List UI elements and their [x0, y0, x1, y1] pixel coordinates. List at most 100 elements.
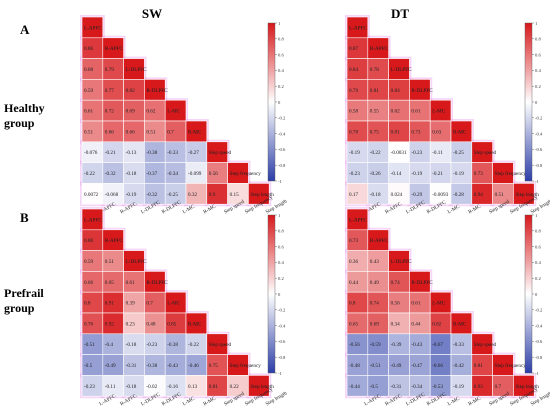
- cell-value: 0.7: [495, 384, 502, 390]
- colorbar-tick-label: 0.4: [278, 260, 284, 265]
- cell-value: -0.18: [126, 171, 137, 177]
- row-label: L-MC: [167, 301, 181, 307]
- column-label: L-MC: [182, 395, 197, 407]
- cell-value: 0.59: [84, 259, 93, 265]
- cell-value: -0.38: [146, 150, 157, 156]
- column-label: L-MC: [447, 395, 462, 407]
- cell-value: -0.43: [411, 342, 422, 348]
- row-label: L-DLPFC: [391, 259, 413, 265]
- colorbar-tick-label: -0.8: [535, 355, 543, 360]
- cell-value: -0.16: [167, 384, 178, 390]
- row-label: Step frequency: [495, 170, 527, 177]
- cell-value: 0.84: [391, 88, 400, 94]
- cell-value: 0.63: [432, 129, 441, 135]
- cell-value: -0.22: [370, 150, 381, 156]
- row-letter-b: B: [20, 210, 29, 225]
- colorbar-tick-label: -1: [278, 179, 283, 184]
- cell-value: -0.31: [126, 363, 137, 369]
- cell-value: -0.38: [167, 342, 178, 348]
- colorbar-tick-label: -0.2: [535, 308, 543, 313]
- row-label: R-MC: [188, 321, 202, 327]
- colorbar-tick-label: 0: [535, 100, 538, 105]
- cell-value: 0.79: [349, 88, 358, 94]
- cell-value: -0.23: [146, 342, 157, 348]
- colorbar-tick-label: -0.8: [278, 163, 286, 168]
- cell-value: 0.36: [349, 259, 358, 265]
- colorbar-tick-label: 0.4: [278, 68, 284, 73]
- colorbar-tick-label: 0: [278, 292, 281, 297]
- cell-value: 0.81: [391, 129, 400, 135]
- colorbar-tick-label: -0.6: [278, 339, 286, 344]
- row-label: Step frequency: [495, 362, 527, 369]
- cell-value: 0.75: [370, 129, 379, 135]
- cell-value: 0.8: [349, 301, 356, 307]
- cell-value: 0.78: [349, 129, 358, 135]
- colorbar-tick-label: 1: [535, 21, 538, 26]
- cell-value: -0.34: [167, 171, 178, 177]
- colorbar-tick-label: 0.6: [278, 52, 284, 57]
- cell-value: -0.19: [349, 150, 360, 156]
- cell-value: -0.33: [167, 150, 178, 156]
- cell-value: 0.62: [391, 109, 400, 115]
- cell-value: 0.92: [105, 321, 114, 327]
- cell-value: 0.61: [126, 280, 135, 286]
- cell-value: 0.7: [146, 301, 153, 307]
- cell-value: 0.72: [105, 109, 114, 115]
- row-label: R-APFC: [105, 46, 124, 52]
- cell-value: -0.56: [349, 342, 360, 348]
- heatmap-cell: [513, 375, 535, 397]
- cell-value: 0.73: [411, 129, 420, 135]
- cell-value: -0.44: [349, 384, 360, 390]
- row-label: Step speed: [474, 342, 497, 348]
- cell-value: 0.44: [349, 280, 358, 286]
- cell-value: -0.59: [370, 342, 381, 348]
- cell-value: 0.39: [126, 301, 135, 307]
- cell-value: -0.43: [167, 363, 178, 369]
- column-label: L-MC: [447, 203, 462, 215]
- cell-value: -0.13: [126, 150, 137, 156]
- cell-value: -0.28: [453, 192, 464, 198]
- cell-value: 0.65: [349, 321, 358, 327]
- cell-value: -0.67: [432, 342, 443, 348]
- colorbar-tick-label: 0.6: [278, 244, 284, 249]
- colorbar: [524, 22, 533, 182]
- row-label: Step length: [250, 192, 274, 198]
- cell-value: 0.48: [146, 321, 155, 327]
- colorbar: [267, 22, 276, 182]
- heatmap-cell: [248, 183, 270, 205]
- row-label: L-APFC: [84, 25, 102, 31]
- cell-value: -0.39: [391, 342, 402, 348]
- colorbar-tick-label: 0: [535, 292, 538, 297]
- row-group-label-b-line1: Prefrail: [4, 286, 44, 300]
- cell-value: 0.81: [209, 384, 218, 390]
- colorbar-tick-label: -0.4: [535, 131, 543, 136]
- cell-value: 0.61: [411, 109, 420, 115]
- row-label: Step frequency: [230, 362, 262, 369]
- cell-value: 0.79: [105, 67, 114, 73]
- row-label: L-APFC: [349, 217, 367, 223]
- cell-value: 0.81: [474, 363, 483, 369]
- row-label: Step speed: [209, 150, 232, 156]
- row-label: Step length: [515, 384, 539, 390]
- cell-value: 0.91: [105, 301, 114, 307]
- cell-value: -0.18: [126, 342, 137, 348]
- cell-value: 0.17: [349, 192, 358, 198]
- cell-value: 0.69: [126, 109, 135, 115]
- cell-value: 0.51: [495, 192, 504, 198]
- cell-value: -0.19: [453, 171, 464, 177]
- cell-value: -0.22: [84, 171, 95, 177]
- row-label: R-DLPFC: [411, 280, 433, 286]
- cell-value: 0.59: [84, 88, 93, 94]
- heatmap-panel-2: 0.870.84 0.780.79 0.81 0.840.58 0.55 0.62 0.61…: [345, 15, 550, 215]
- cell-value: 0.78: [370, 67, 379, 73]
- colorbar-tick-label: 0.2: [278, 276, 284, 281]
- row-label: R-MC: [453, 129, 467, 135]
- cell-value: 0.69: [370, 321, 379, 327]
- cell-value: 0.65: [105, 280, 114, 286]
- cell-value: 0.58: [349, 109, 358, 115]
- cell-value: 0.44: [411, 321, 420, 327]
- colorbar-tick-label: 1: [278, 213, 281, 218]
- cell-value: -0.32: [146, 192, 157, 198]
- cell-value: 0.94: [474, 192, 483, 198]
- row-label: Step frequency: [230, 170, 262, 177]
